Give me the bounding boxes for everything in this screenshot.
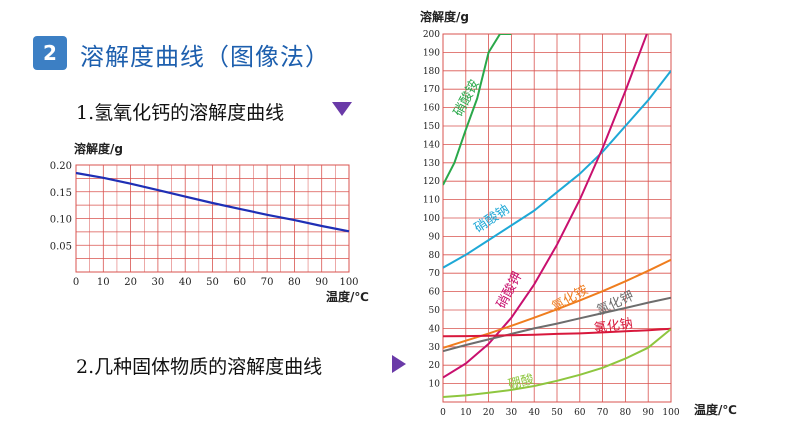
y-tick-label: 160 xyxy=(423,104,440,114)
x-tick-label: 10 xyxy=(97,277,110,288)
series-label-2: 硝酸钠 xyxy=(472,202,513,236)
y-axis-label: 溶解度/g xyxy=(74,141,123,156)
y-tick-label: 120 xyxy=(423,177,440,187)
y-tick-label: 0.20 xyxy=(50,161,72,172)
x-tick-label: 40 xyxy=(528,408,540,418)
x-tick-label: 20 xyxy=(124,277,137,288)
x-tick-label: 0 xyxy=(73,277,79,288)
x-tick-label: 10 xyxy=(460,408,472,418)
series-line-calcium-hydroxide xyxy=(75,171,350,233)
x-tick-label: 80 xyxy=(288,277,301,288)
plot-frame xyxy=(442,33,672,403)
x-axis-label: 温度/℃ xyxy=(326,289,369,304)
series-line-5 xyxy=(443,296,671,353)
y-tick-label: 80 xyxy=(429,251,441,261)
x-tick-label: 100 xyxy=(662,408,679,418)
x-tick-label: 90 xyxy=(642,408,654,418)
series-label-5: 氯化钾 xyxy=(595,289,637,319)
x-tick-label: 30 xyxy=(152,277,165,288)
y-tick-label: 180 xyxy=(423,67,440,77)
x-tick-label: 70 xyxy=(261,277,274,288)
triangle-down-icon xyxy=(332,102,352,116)
plot-frame xyxy=(75,164,350,273)
y-tick-label: 40 xyxy=(429,324,441,334)
x-tick-label: 100 xyxy=(339,277,358,288)
x-tick-label: 90 xyxy=(315,277,328,288)
y-tick-label: 0.15 xyxy=(50,188,72,199)
x-tick-label: 40 xyxy=(179,277,192,288)
y-tick-label: 140 xyxy=(423,140,440,150)
y-tick-label: 110 xyxy=(423,196,440,206)
y-tick-label: 190 xyxy=(423,48,440,58)
x-tick-label: 20 xyxy=(483,408,495,418)
heading-calcium-hydroxide-text: 1.氢氧化钙的溶解度曲线 xyxy=(76,102,285,124)
y-tick-label: 0.05 xyxy=(50,241,72,252)
y-tick-label: 30 xyxy=(429,343,441,353)
heading-calcium-hydroxide: 1.氢氧化钙的溶解度曲线 xyxy=(76,98,284,125)
y-tick-label: 70 xyxy=(429,269,441,279)
y-axis-label: 溶解度/g xyxy=(420,9,469,24)
y-tick-label: 100 xyxy=(423,214,440,224)
series-line-2 xyxy=(443,70,671,269)
y-tick-label: 0.10 xyxy=(50,215,72,226)
series-label-7: 硼酸 xyxy=(507,372,536,393)
x-axis-label: 温度/℃ xyxy=(694,402,737,417)
heading-solids: 2.几种固体物质的溶解度曲线 xyxy=(76,352,322,379)
heading-solids-text: 2.几种固体物质的溶解度曲线 xyxy=(76,356,323,378)
section-title: 溶解度曲线（图像法） xyxy=(80,43,330,71)
y-tick-label: 20 xyxy=(429,361,441,371)
x-tick-label: 70 xyxy=(597,408,609,418)
x-tick-label: 0 xyxy=(440,408,446,418)
x-tick-label: 50 xyxy=(206,277,219,288)
y-tick-label: 50 xyxy=(429,306,441,316)
y-tick-label: 150 xyxy=(423,122,440,132)
triangle-right-icon xyxy=(392,355,406,373)
x-tick-label: 60 xyxy=(574,408,586,418)
series-label-6: 氯化钠 xyxy=(593,316,634,336)
section-number-badge: 2 xyxy=(33,36,67,70)
y-tick-label: 130 xyxy=(423,159,440,169)
x-tick-label: 50 xyxy=(551,408,563,418)
y-tick-label: 170 xyxy=(423,85,440,95)
y-tick-label: 60 xyxy=(429,288,441,298)
y-tick-label: 200 xyxy=(423,30,440,40)
series-line-3 xyxy=(443,34,648,379)
x-tick-label: 30 xyxy=(506,408,518,418)
series-line-1 xyxy=(443,34,512,186)
y-tick-label: 90 xyxy=(429,232,441,242)
series-line-6 xyxy=(443,327,671,338)
x-tick-label: 80 xyxy=(620,408,632,418)
y-tick-label: 10 xyxy=(429,380,441,390)
series-line-7 xyxy=(443,328,671,398)
x-tick-label: 60 xyxy=(233,277,246,288)
